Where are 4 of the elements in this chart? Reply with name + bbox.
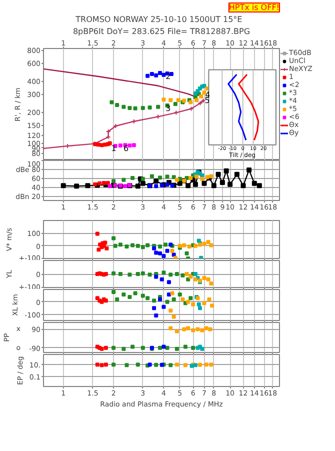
- text: HPTx is OFF!: [228, 3, 280, 12]
- chart-title: TROMSO NORWAY 25-10-10 1500UT 15°E: [74, 15, 242, 24]
- chart-subtitle: 8pBP6It DoY= 283.625 File= TR812887.BPG: [72, 27, 250, 36]
- annotation: 5: [204, 96, 210, 106]
